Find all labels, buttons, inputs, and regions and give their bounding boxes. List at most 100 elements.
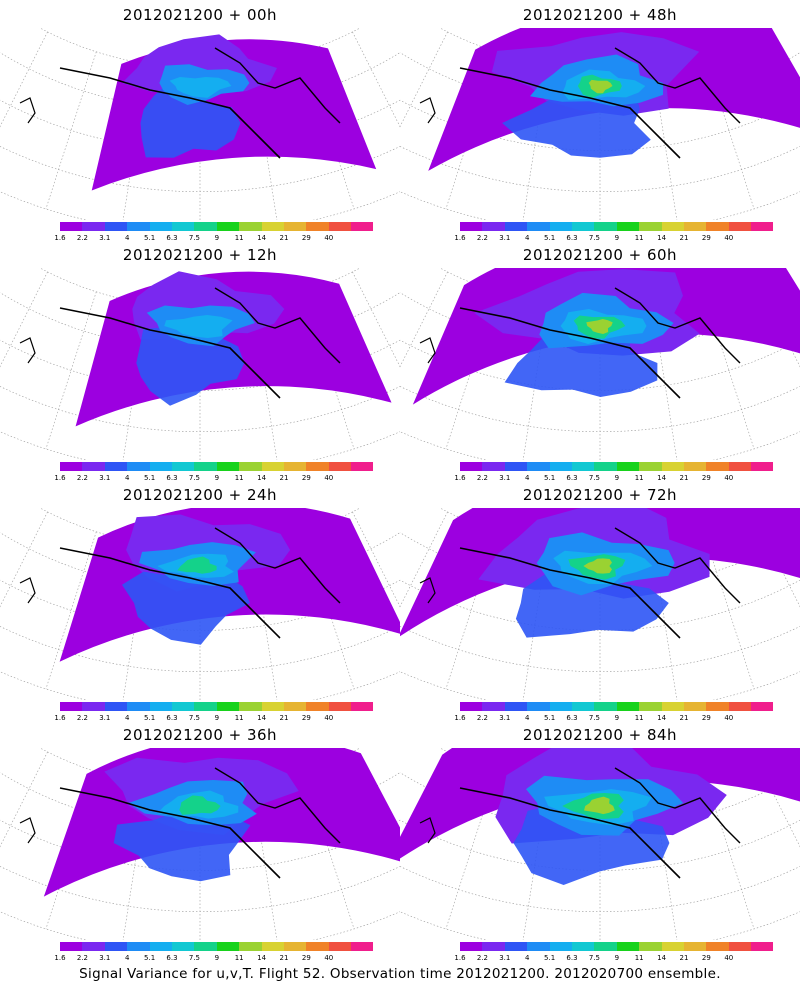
colorbar-swatch (328, 462, 352, 471)
colorbar-label: 3.1 (499, 234, 511, 242)
variance-map (400, 508, 800, 700)
colorbar-swatch (639, 462, 662, 471)
colorbar-swatch (149, 702, 172, 711)
colorbar-swatch (504, 942, 528, 951)
colorbar (460, 222, 774, 231)
coastline (459, 547, 681, 639)
colorbar-swatch (482, 702, 505, 711)
colorbar-label: 40 (724, 954, 734, 962)
variance-map (400, 28, 800, 220)
colorbar-swatch (127, 462, 150, 471)
coastline (19, 337, 36, 364)
colorbar-swatch (171, 462, 195, 471)
colorbar-swatch (127, 222, 150, 231)
colorbar-label: 29 (301, 954, 311, 962)
colorbar-label: 3.1 (99, 714, 111, 722)
colorbar-swatch (194, 222, 217, 231)
variance-field (400, 508, 800, 638)
colorbar-labels: 1.6 2.2 3.1 4 5.1 6.3 7.5 9 11 14 21 29 40 (454, 714, 760, 723)
variance-map (400, 268, 800, 460)
colorbar-swatch (504, 462, 528, 471)
colorbar-label: 1.6 (54, 954, 66, 962)
colorbar-swatch (460, 462, 483, 471)
colorbar (460, 702, 774, 711)
variance-map (0, 748, 400, 940)
panel-title: 2012021200 + 12h (122, 246, 278, 264)
colorbar-swatch (549, 222, 572, 231)
colorbar-label: 21 (679, 714, 689, 722)
colorbar-swatch (82, 222, 105, 231)
colorbar-label: 29 (701, 474, 711, 482)
colorbar-label: 3.1 (99, 474, 111, 482)
colorbar-label: 4 (524, 714, 530, 722)
colorbar-swatch (728, 702, 752, 711)
colorbar-swatch (149, 942, 172, 951)
colorbar-swatch (194, 462, 217, 471)
colorbar-swatch (549, 942, 572, 951)
colorbar-swatch (239, 702, 262, 711)
colorbar-labels: 1.6 2.2 3.1 4 5.1 6.3 7.5 9 11 14 21 29 40 (54, 474, 360, 483)
colorbar-label: 7.5 (588, 954, 600, 962)
colorbar-swatch (616, 222, 640, 231)
colorbar-label: 2.2 (76, 714, 88, 722)
colorbar (60, 942, 374, 951)
variance-map (0, 268, 400, 460)
colorbar-swatch (306, 462, 329, 471)
colorbar-label: 40 (324, 714, 334, 722)
graticule (0, 508, 400, 700)
colorbar-swatch (728, 462, 752, 471)
colorbar-swatch (616, 942, 640, 951)
colorbar-swatch (351, 462, 374, 471)
colorbar-swatch (706, 942, 729, 951)
colorbar-label: 11 (634, 954, 644, 962)
colorbar-swatch (527, 702, 550, 711)
variance-field (91, 34, 377, 191)
colorbar-swatch (661, 222, 684, 231)
colorbar-swatch (571, 462, 595, 471)
colorbar-label: 3.1 (499, 474, 511, 482)
colorbar-label: 9 (614, 234, 620, 242)
colorbar-label: 9 (614, 474, 620, 482)
coastline (59, 787, 281, 879)
colorbar-label: 5.1 (544, 474, 556, 482)
variance-map (0, 28, 400, 220)
colorbar-labels: 1.6 2.2 3.1 4 5.1 6.3 7.5 9 11 14 21 29 40 (54, 714, 360, 723)
colorbar-label: 7.5 (588, 714, 600, 722)
colorbar-label: 11 (634, 234, 644, 242)
colorbar-label: 7.5 (588, 474, 600, 482)
colorbar-swatch (482, 462, 505, 471)
variance-map (0, 508, 400, 700)
colorbar-label: 7.5 (188, 234, 200, 242)
colorbar-label: 2.2 (476, 714, 488, 722)
colorbar-swatch (482, 942, 505, 951)
coastline (614, 527, 741, 604)
coastline (459, 67, 681, 159)
colorbar-label: 40 (324, 474, 334, 482)
colorbar-swatch (706, 462, 729, 471)
colorbar-label: 1.6 (54, 474, 66, 482)
colorbar-label: 7.5 (188, 954, 200, 962)
colorbar-label: 9 (614, 714, 620, 722)
colorbar-label: 4 (124, 714, 130, 722)
colorbar-swatch (216, 702, 240, 711)
colorbar-swatch (571, 222, 595, 231)
variance-field (412, 268, 800, 405)
colorbar-swatch (104, 942, 128, 951)
colorbar-swatch (661, 462, 684, 471)
coastline (459, 307, 681, 399)
colorbar-label: 4 (124, 234, 130, 242)
colorbar-label: 11 (634, 714, 644, 722)
colorbar-label: 3.1 (499, 714, 511, 722)
colorbar-label: 9 (214, 234, 220, 242)
panel-title: 2012021200 + 60h (522, 246, 678, 264)
colorbar-label: 29 (301, 714, 311, 722)
colorbar-swatch (261, 702, 284, 711)
colorbar (60, 222, 374, 231)
colorbar-swatch (527, 222, 550, 231)
colorbar-label: 6.3 (566, 714, 578, 722)
coastline (59, 307, 281, 399)
colorbar-swatch (283, 462, 307, 471)
variance-field (400, 748, 800, 885)
panel-title: 2012021200 + 84h (522, 726, 678, 744)
colorbar-swatch (60, 462, 83, 471)
